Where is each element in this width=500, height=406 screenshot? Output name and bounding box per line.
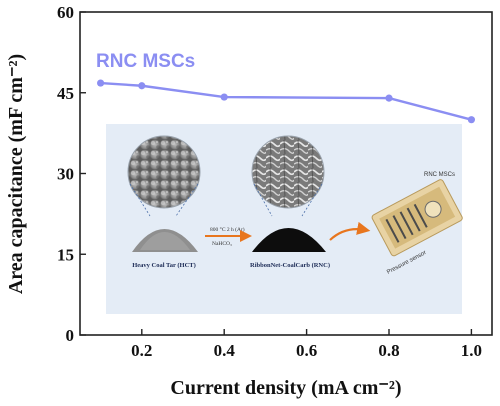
- inset-illustration: Heavy Coal Tar (HCT) 800 °C 2 h (Ar) NaH…: [106, 124, 463, 314]
- hct-label: Heavy Coal Tar (HCT): [132, 262, 196, 269]
- device-arrow: [329, 221, 371, 241]
- series-layer: [97, 79, 475, 124]
- x-tick-label: 0.6: [296, 341, 317, 360]
- x-axis-ticks: 0.2 0.4 0.6 0.8 1.0: [131, 329, 482, 360]
- hct-micrograph: [127, 135, 201, 209]
- device-label: RNC MSCs: [424, 172, 455, 178]
- y-axis-ticks: 0 15 30 45 60: [57, 3, 86, 345]
- x-axis-title: Current density (mA cm⁻²): [170, 377, 401, 399]
- data-point: [467, 116, 475, 124]
- y-axis-title: Area capacitance (mF cm⁻²): [5, 54, 27, 294]
- series-line-rnc-mscs: [100, 81, 472, 121]
- y-tick-label: 30: [57, 165, 74, 184]
- y-tick-label: 60: [57, 3, 74, 22]
- rnc-label: RibbonNet-CoalCarb (RNC): [250, 262, 330, 269]
- arrow-reagent-label: NaHCO₃: [212, 241, 232, 247]
- data-point: [385, 94, 393, 102]
- data-point: [97, 79, 105, 87]
- x-tick-label: 0.4: [214, 341, 236, 360]
- y-tick-label: 0: [66, 326, 75, 345]
- x-tick-label: 0.2: [131, 341, 152, 360]
- data-point: [220, 93, 228, 101]
- arrow-condition-label: 800 °C 2 h (Ar): [210, 226, 245, 233]
- rnc-micrograph: [251, 135, 325, 209]
- x-tick-label: 1.0: [461, 341, 482, 360]
- y-tick-label: 15: [57, 245, 74, 264]
- y-tick-label: 45: [57, 84, 74, 103]
- legend-entry-rnc-mscs: RNC MSCs: [96, 51, 195, 72]
- data-point: [138, 82, 146, 90]
- msc-device: [371, 179, 463, 257]
- x-tick-label: 0.8: [378, 341, 399, 360]
- rnc-powder-pile: [252, 228, 326, 252]
